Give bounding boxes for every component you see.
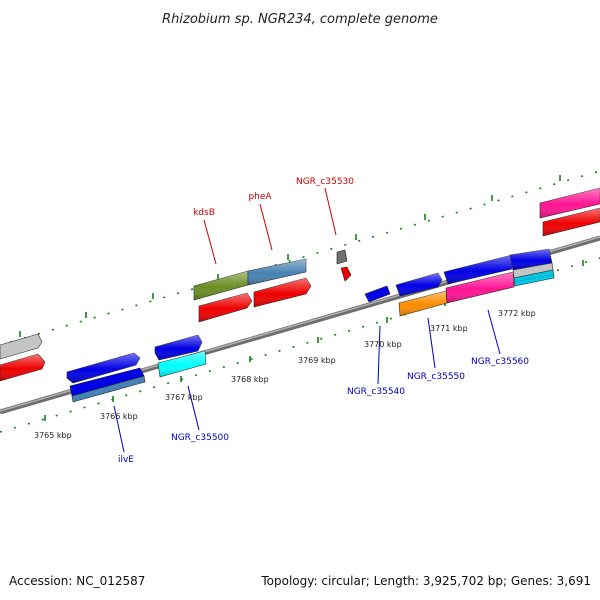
label-NGR_c35550: NGR_c35550: [407, 372, 465, 382]
kbp-label-3768: 3768 kbp: [231, 375, 269, 384]
lower-strand-features: [66, 248, 555, 403]
accession-text: Accession: NC_012587: [9, 574, 145, 588]
feature-left-grey[interactable]: [0, 333, 43, 360]
feature-NGR_c35530-gene[interactable]: [336, 249, 348, 265]
lower-label-leaders: [113, 309, 501, 453]
kbp-label-3766: 3766 kbp: [100, 412, 138, 421]
kbp-label-3772: 3772 kbp: [498, 309, 536, 318]
upper-label-leaders: [203, 187, 337, 265]
label-NGR_c35560: NGR_c35560: [471, 357, 529, 367]
feature-NGR_c35540-cds[interactable]: [364, 285, 391, 303]
genome-summary-text: Topology: circular; Length: 3,925,702 bp…: [260, 574, 591, 588]
label-pheA: pheA: [248, 192, 272, 202]
kbp-label-3771: 3771 kbp: [430, 324, 468, 333]
feature-NGR_c35530-cds[interactable]: [340, 266, 352, 282]
feature-ilvE-gene[interactable]: [71, 375, 146, 403]
upper-major-ticks: [19, 175, 561, 337]
kbp-label-3767: 3767 kbp: [165, 393, 203, 402]
label-ilvE: ilvE: [118, 455, 134, 465]
label-kdsB: kdsB: [193, 208, 215, 218]
upper-strand-features: [0, 187, 600, 382]
label-NGR_c35500: NGR_c35500: [171, 433, 229, 443]
kbp-label-3769: 3769 kbp: [298, 356, 336, 365]
kbp-label-3770: 3770 kbp: [364, 340, 402, 349]
map-title: Rhizobium sp. NGR234, complete genome: [162, 12, 438, 27]
kbp-label-3765: 3765 kbp: [34, 431, 72, 440]
label-NGR_c35530: NGR_c35530: [296, 177, 354, 187]
label-NGR_c35540: NGR_c35540: [347, 387, 405, 397]
